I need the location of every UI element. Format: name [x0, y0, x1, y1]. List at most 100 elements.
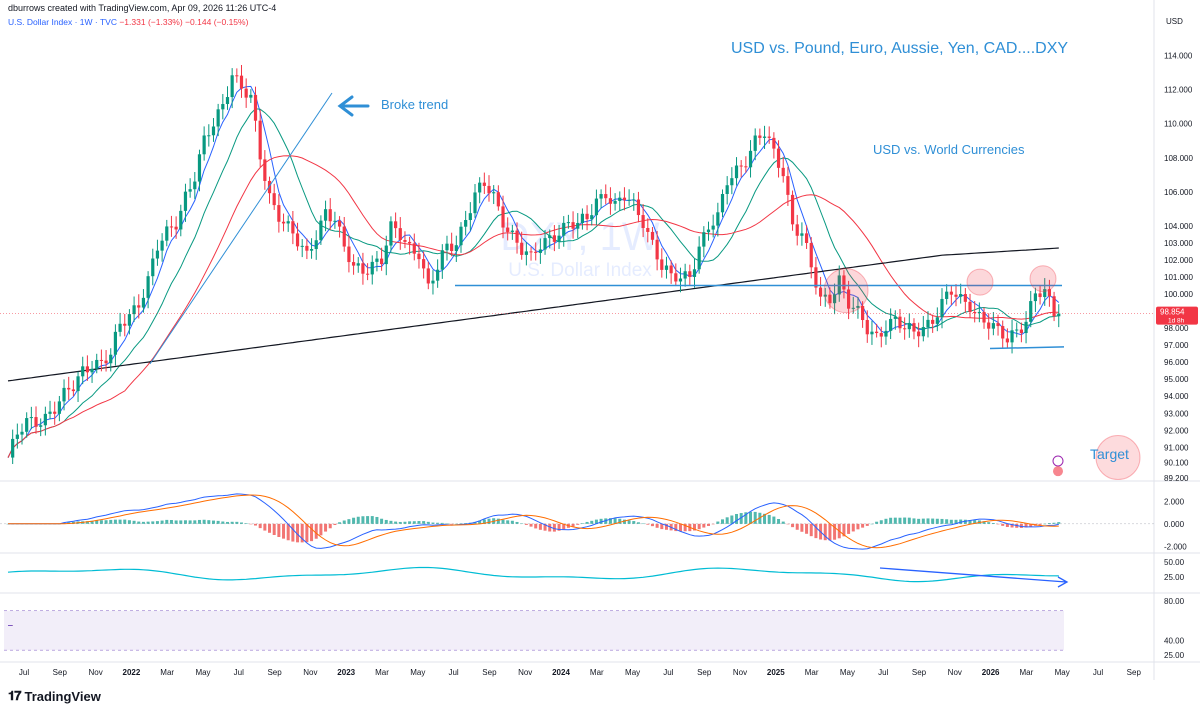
candle-body — [800, 233, 804, 236]
candle-body — [828, 294, 832, 304]
candle-body — [744, 166, 748, 168]
candle-body — [183, 191, 188, 211]
macd-histogram-bar — [146, 521, 150, 524]
macd-histogram-bar — [174, 520, 178, 524]
candle-body — [823, 294, 827, 297]
macd-histogram-bar — [636, 522, 640, 524]
macd-histogram-bar — [230, 521, 234, 524]
macd-histogram-bar — [1038, 523, 1042, 525]
legend-symbol: U.S. Dollar Index · 1W · TVC — [8, 17, 117, 27]
macd-histogram-bar — [169, 520, 173, 524]
macd-histogram-bar — [394, 521, 398, 524]
candle-body — [664, 265, 669, 270]
macd-histogram-bar — [692, 523, 696, 531]
candle-body — [436, 269, 440, 281]
macd-histogram-bar — [805, 523, 809, 534]
macd-histogram-bar — [90, 520, 94, 524]
candle-body — [982, 311, 986, 323]
macd-histogram-bar — [935, 518, 939, 524]
candle-body — [786, 176, 790, 195]
adx-divergence-arrow-icon — [879, 567, 1069, 588]
time-tick-label: May — [410, 668, 425, 677]
candle-body — [898, 316, 902, 329]
price-tick-label: 104.000 — [1164, 222, 1193, 231]
macd-histogram-bar — [240, 522, 243, 524]
time-tick-label: 2023 — [337, 668, 355, 677]
rsi-band — [4, 610, 1064, 651]
time-tick-label: May — [625, 668, 640, 677]
macd-histogram-bar — [678, 523, 682, 532]
candle-body — [660, 259, 664, 270]
macd-histogram-bar — [963, 519, 967, 524]
macd-histogram-bar — [571, 523, 575, 527]
macd-histogram-bar — [763, 513, 767, 524]
macd-histogram-bar — [725, 517, 729, 524]
candle-body — [244, 88, 248, 98]
candle-body — [1010, 330, 1014, 343]
macd-histogram-bar — [968, 520, 972, 524]
candle-body — [520, 242, 524, 255]
candle-body — [809, 242, 813, 268]
price-tick-label: 114.000 — [1164, 52, 1193, 61]
macd-histogram-bar — [338, 522, 342, 524]
macd-histogram-bar — [800, 523, 804, 532]
macd-histogram-bar — [496, 518, 500, 524]
candle-body — [702, 232, 706, 247]
candle-body — [445, 243, 449, 251]
macd-histogram-bar — [370, 516, 374, 524]
candle-body — [319, 220, 323, 241]
candle-body — [34, 417, 38, 427]
candle-body — [123, 323, 127, 326]
candle-body — [510, 230, 514, 232]
time-tick-label: Sep — [482, 668, 497, 677]
candle-body — [258, 120, 262, 160]
macd-histogram-bar — [202, 519, 206, 524]
macd-histogram-bar — [557, 523, 561, 531]
macd-histogram-bar — [907, 517, 911, 524]
candle-body — [11, 438, 15, 458]
candle-body — [515, 230, 519, 243]
macd-histogram-bar — [132, 520, 136, 524]
macd-histogram-bar — [328, 523, 332, 529]
time-tick-label: Mar — [375, 668, 389, 677]
macd-histogram-bar — [627, 520, 631, 524]
candle-body — [865, 320, 869, 335]
macd-histogram-bar — [113, 519, 117, 524]
candle-body — [347, 246, 351, 263]
macd-histogram-bar — [711, 523, 715, 525]
macd-histogram-bar — [99, 520, 103, 524]
candle-body — [221, 104, 225, 110]
candle-body — [538, 249, 542, 253]
candle-body — [720, 193, 725, 213]
title-annotation: USD vs. Pound, Euro, Aussie, Yen, CAD...… — [731, 40, 1069, 57]
time-tick-label: Mar — [590, 668, 604, 677]
highlight-circle — [823, 268, 869, 314]
macd-histogram-bar — [268, 523, 272, 533]
tradingview-logo[interactable]: 𝟏𝟕 TradingView — [8, 688, 101, 704]
candle-body — [71, 389, 75, 392]
macd-histogram-bar — [707, 523, 710, 526]
macd-histogram-bar — [478, 520, 482, 524]
macd-histogram-bar — [744, 512, 748, 524]
candle-body — [641, 215, 645, 229]
macd-histogram-bar — [155, 521, 159, 524]
macd-histogram-bar — [520, 523, 524, 525]
candle-body — [1001, 326, 1005, 339]
candle-body — [459, 226, 463, 246]
time-tick-label: Mar — [160, 668, 174, 677]
candle-body — [39, 425, 43, 427]
price-tick-label: 102.000 — [1164, 256, 1193, 265]
candle-body — [674, 273, 678, 282]
candle-body — [725, 185, 729, 194]
macd-histogram-bar — [753, 511, 757, 524]
candle-body — [389, 221, 393, 246]
watermark-name: U.S. Dollar Index — [508, 260, 652, 281]
target-annotation: Target — [1090, 446, 1129, 462]
adx-tick-label: 50.00 — [1164, 558, 1185, 567]
candle-body — [847, 289, 851, 309]
candle-body — [917, 331, 921, 337]
macd-histogram-bar — [795, 523, 799, 530]
time-tick-label: Jul — [1093, 668, 1103, 677]
macd-histogram-bar — [875, 521, 879, 524]
